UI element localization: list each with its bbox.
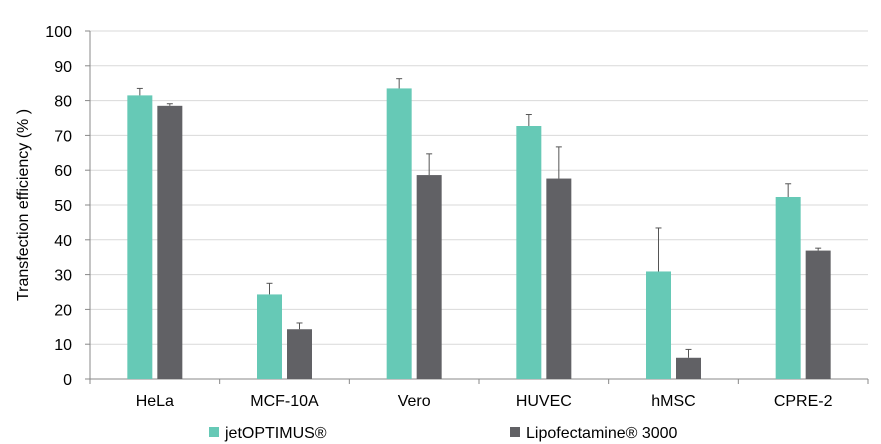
bar-jetoptimus-mcf-10a <box>257 294 282 379</box>
y-tick-label: 0 <box>63 372 72 389</box>
y-axis-ticks: 0 10 20 30 40 50 60 70 80 90 100 <box>45 24 90 389</box>
legend-label: Lipofectamine® 3000 <box>526 425 678 442</box>
bar-lipofectamine-mcf-10a <box>287 329 312 379</box>
y-tick-label: 20 <box>54 302 72 319</box>
bar-lipofectamine-vero <box>416 175 442 379</box>
y-tick-label: 40 <box>54 233 72 250</box>
y-tick-label: 90 <box>54 59 72 76</box>
bar-jetoptimus-huvec <box>516 126 542 379</box>
y-axis-title: Transfection efficiency (% ) <box>15 109 32 301</box>
bar-jetoptimus-hmsc <box>646 271 671 379</box>
legend-swatch <box>510 427 520 437</box>
x-tick-label: HeLa <box>136 393 174 410</box>
legend: jetOPTIMUS® Lipofectamine® 3000 <box>209 425 678 442</box>
bar-jetoptimus-vero <box>386 88 412 380</box>
bar-lipofectamine-cpre-2 <box>805 250 831 379</box>
y-tick-label: 30 <box>54 268 72 285</box>
bar-jetoptimus-hela <box>127 95 153 379</box>
y-tick-label: 100 <box>45 24 72 41</box>
gridlines <box>90 30 868 345</box>
y-tick-label: 10 <box>54 337 72 354</box>
x-axis-ticks: HeLa MCF-10A Vero HUVEC hMSC CPRE-2 <box>89 379 869 410</box>
bar-lipofectamine-hela <box>157 105 183 379</box>
x-tick-label: Vero <box>398 393 431 410</box>
bar-lipofectamine-hmsc <box>676 357 701 379</box>
x-tick-label: CPRE-2 <box>774 393 833 410</box>
y-tick-label: 80 <box>54 94 72 111</box>
y-tick-label: 60 <box>54 163 72 180</box>
bar-jetoptimus-cpre-2 <box>775 196 801 379</box>
bars <box>127 78 831 380</box>
y-tick-label: 50 <box>54 198 72 215</box>
x-tick-label: HUVEC <box>516 393 572 410</box>
x-tick-label: hMSC <box>651 393 695 410</box>
legend-swatch <box>209 427 219 437</box>
legend-label: jetOPTIMUS® <box>224 425 327 442</box>
x-tick-label: MCF-10A <box>250 393 319 410</box>
y-tick-label: 70 <box>54 128 72 145</box>
bar-lipofectamine-huvec <box>546 178 572 379</box>
